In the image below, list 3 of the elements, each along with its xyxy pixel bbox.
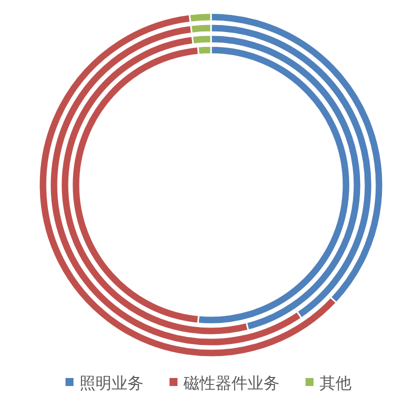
legend-label: 照明业务 <box>80 374 144 393</box>
legend-label: 磁性器件业务 <box>182 374 280 393</box>
legend-label: 其他 <box>320 374 352 393</box>
